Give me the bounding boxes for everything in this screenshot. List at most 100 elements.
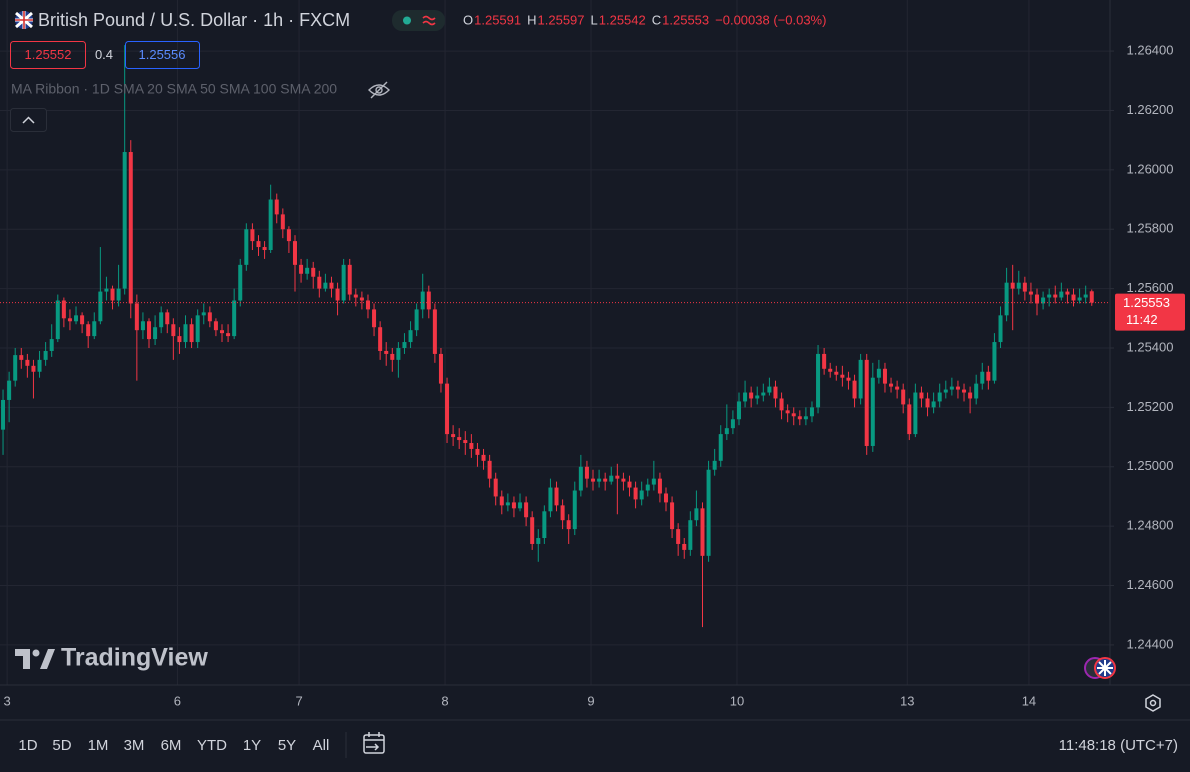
- candle-body: [621, 478, 626, 482]
- status-pill[interactable]: [392, 10, 445, 31]
- bottom-toolbar: 1D 5D 1M 3M 6M YTD 1Y 5Y All 11:48:18 (UTC+7): [18, 732, 1178, 758]
- candle-body: [426, 291, 431, 310]
- candle-body: [803, 416, 808, 420]
- candle-body: [122, 152, 127, 289]
- candle-body: [591, 478, 596, 482]
- candle-body: [457, 437, 462, 441]
- candle-body: [256, 241, 261, 248]
- candle-body: [676, 529, 681, 544]
- candle-body: [1059, 291, 1064, 298]
- clock[interactable]: 11:48:18 (UTC+7): [1059, 737, 1178, 754]
- candle-body: [846, 377, 851, 381]
- candle-body: [445, 383, 450, 435]
- candle-body: [341, 264, 346, 301]
- candle-body: [840, 374, 845, 378]
- buy-button[interactable]: [125, 41, 200, 69]
- candle-body: [949, 386, 954, 390]
- candle-body: [347, 264, 352, 295]
- candle-body: [493, 478, 498, 497]
- x-tick-label: 13: [900, 693, 914, 708]
- collapse-button[interactable]: [10, 108, 47, 132]
- candle-body: [323, 282, 328, 289]
- market-open-dot: [403, 16, 411, 25]
- candle-body: [116, 288, 121, 301]
- candle-body: [177, 336, 182, 343]
- candle-body: [700, 508, 705, 556]
- countdown-label: 11:42: [1126, 312, 1158, 327]
- y-tick-label: 1.24800: [1127, 518, 1174, 533]
- candle-body: [919, 392, 924, 399]
- candle-body: [870, 377, 875, 446]
- candle-body: [134, 303, 139, 331]
- candle-body: [962, 389, 967, 393]
- ohlc-key: C: [652, 12, 661, 27]
- date-range-icon[interactable]: [363, 732, 385, 754]
- candle-body: [226, 333, 231, 337]
- ohlc-value: 1.25597: [538, 12, 585, 27]
- candle-body: [13, 355, 18, 381]
- candle-body: [627, 481, 632, 488]
- flag-badges: [1084, 657, 1116, 679]
- candle-body: [305, 267, 310, 274]
- candle-body: [1022, 282, 1027, 292]
- sell-button[interactable]: [10, 41, 86, 69]
- spread: 0.4: [95, 47, 113, 62]
- indicator-label[interactable]: MA Ribbon · 1D SMA 20 SMA 50 SMA 100 SMA…: [11, 81, 337, 97]
- settings-icon[interactable]: [1145, 694, 1161, 712]
- range-button[interactable]: 1D: [18, 737, 37, 754]
- candle-body: [80, 315, 85, 325]
- range-button[interactable]: 6M: [161, 737, 182, 754]
- range-button[interactable]: 3M: [124, 737, 145, 754]
- candle-body: [718, 434, 723, 461]
- candle-body: [1028, 291, 1033, 295]
- range-button[interactable]: 5Y: [278, 737, 296, 754]
- y-tick-label: 1.26200: [1127, 102, 1174, 117]
- x-tick-label: 3: [4, 693, 11, 708]
- candle-body: [785, 410, 790, 414]
- candle-body: [998, 315, 1003, 343]
- symbol-title[interactable]: British Pound / U.S. Dollar · 1h · FXCM: [38, 10, 350, 30]
- candle-body: [61, 300, 66, 319]
- candle-body: [548, 487, 553, 512]
- y-tick-label: 1.25000: [1127, 458, 1174, 473]
- candle-body: [463, 440, 468, 444]
- candle-body: [183, 324, 188, 343]
- candle-body: [955, 386, 960, 390]
- candle-body: [633, 487, 638, 500]
- candle-body: [250, 229, 255, 242]
- range-button[interactable]: 1M: [88, 737, 109, 754]
- candle-body: [469, 443, 474, 449]
- symbol-icon: [15, 11, 33, 29]
- candle-body: [92, 321, 97, 337]
- candle-body: [560, 505, 565, 521]
- candle-body: [378, 327, 383, 351]
- candle-body: [937, 392, 942, 402]
- candle-body: [219, 330, 225, 334]
- x-tick-label: 10: [730, 693, 744, 708]
- candle-body: [536, 538, 541, 544]
- candle-body: [834, 371, 839, 375]
- range-button[interactable]: All: [313, 737, 330, 754]
- candle-body: [140, 321, 145, 331]
- candle-body: [1010, 282, 1015, 289]
- y-tick-label: 1.24600: [1127, 577, 1174, 592]
- candle-body: [712, 460, 717, 470]
- ohlc-values: O 1.25591 H 1.25597 L 1.25542 C 1.25553 −0.00038…: [463, 12, 826, 27]
- candle-body: [299, 264, 304, 274]
- hide-icon[interactable]: [368, 81, 390, 99]
- x-tick-label: 14: [1022, 693, 1036, 708]
- range-button[interactable]: YTD: [197, 737, 227, 754]
- candle-body: [201, 312, 206, 316]
- range-button[interactable]: 5D: [52, 737, 71, 754]
- ohlc-value: 1.25553: [662, 12, 709, 27]
- range-button[interactable]: 1Y: [243, 737, 261, 754]
- watermark-logo: [15, 649, 55, 669]
- candle-body: [828, 368, 833, 372]
- candle-body: [682, 543, 687, 550]
- candle-body: [645, 484, 650, 491]
- candle-body: [432, 309, 437, 354]
- y-tick-label: 1.24400: [1127, 636, 1174, 651]
- candle-body: [755, 395, 760, 399]
- candle-body: [767, 386, 772, 393]
